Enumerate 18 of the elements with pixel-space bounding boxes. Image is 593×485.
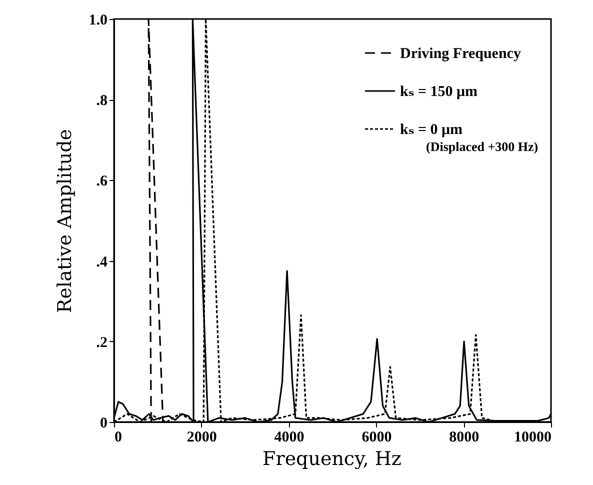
y-tick-label: 0 bbox=[100, 416, 108, 432]
y-tick-label: .2 bbox=[96, 334, 108, 351]
annotation: (Displaced +300 Hz) bbox=[426, 139, 538, 154]
x-tick-label: 0 bbox=[114, 430, 122, 446]
y-axis-title: Relative Amplitude bbox=[54, 128, 76, 314]
legend-label: kₛ = 150 μm bbox=[400, 84, 478, 100]
x-tick-label: 8000 bbox=[449, 430, 480, 446]
x-tick-label: 6000 bbox=[362, 430, 392, 446]
x-tick-label: 4000 bbox=[274, 430, 304, 446]
y-tick-label: .8 bbox=[96, 93, 108, 110]
x-tick-label: 10000 bbox=[514, 430, 552, 446]
y-tick-label: .4 bbox=[96, 254, 108, 270]
x-tick-label: 2000 bbox=[186, 430, 217, 446]
legend-label: Driving Frequency bbox=[400, 46, 522, 62]
y-tick-label: .6 bbox=[96, 174, 108, 190]
y-tick-label: 1.0 bbox=[88, 12, 108, 28]
x-axis-title: Frequency, Hz bbox=[262, 448, 402, 470]
legend-label: kₛ = 0 μm bbox=[400, 122, 464, 138]
